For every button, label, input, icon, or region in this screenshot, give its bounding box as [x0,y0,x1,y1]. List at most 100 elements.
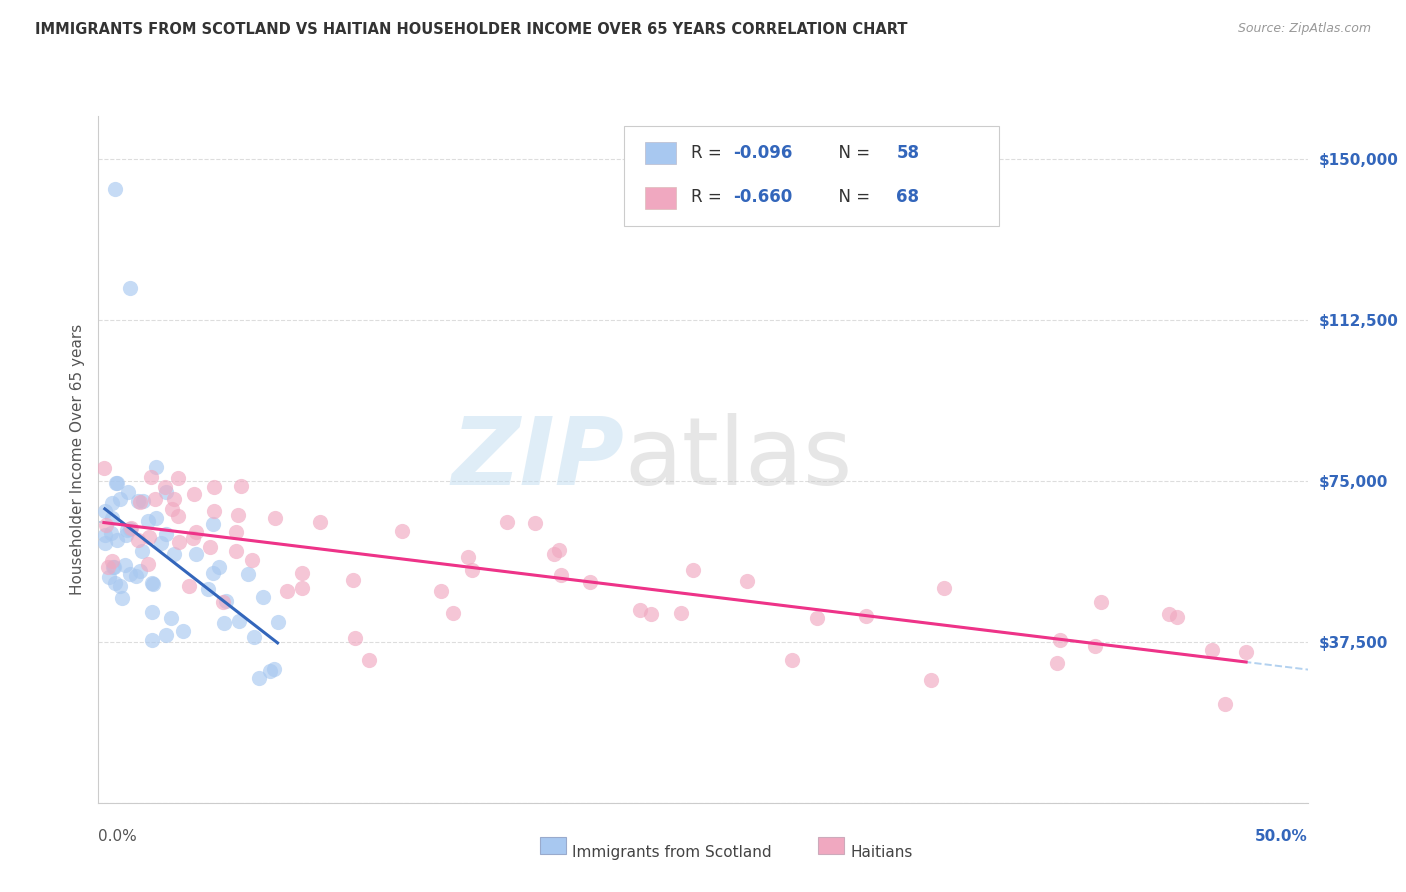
Point [855,609,877,624]
Point [100,526,122,541]
Point [309,515,332,529]
Point [291,581,314,595]
Point [344,631,367,645]
Point [131,544,153,558]
Point [181,532,204,546]
Point [141,576,163,591]
Point [276,583,298,598]
Point [132,493,155,508]
Point [142,577,165,591]
Text: atlas: atlas [624,413,852,506]
Text: 50.0%: 50.0% [1254,829,1308,844]
Point [101,554,124,568]
Text: N =: N = [828,144,875,162]
Bar [818,837,845,855]
Point [579,575,602,590]
Point [669,606,692,620]
Point [226,508,249,522]
Point [145,510,167,524]
Point [202,480,225,494]
Point [163,547,186,561]
Point [640,607,662,621]
Bar [645,142,676,164]
Text: N =: N = [828,188,875,206]
Point [1201,643,1223,657]
Point [97,570,120,584]
Point [110,492,132,507]
Point [101,510,124,524]
Point [342,573,364,587]
Point [291,566,314,580]
Point [104,475,127,490]
Text: R =: R = [690,188,727,206]
Point [197,582,219,596]
Point [1090,595,1112,609]
Point [177,579,200,593]
Point [114,528,136,542]
Point [136,514,159,528]
Point [1157,607,1180,621]
Point [155,527,177,541]
Point [94,527,117,541]
Point [118,522,141,536]
Point [1046,657,1069,671]
Point [94,536,117,550]
Point [198,540,221,554]
Point [202,504,225,518]
Point [94,518,117,533]
Point [155,628,177,642]
Point [215,594,238,608]
Text: Immigrants from Scotland: Immigrants from Scotland [572,846,772,861]
Point [111,591,134,605]
Text: ZIP: ZIP [451,413,624,506]
Point [202,517,225,532]
Point [543,547,565,561]
Point [548,543,571,558]
Point [120,521,142,535]
Point [128,494,150,508]
Point [184,547,207,561]
Point [125,569,148,583]
Point [107,533,129,547]
Point [550,568,572,582]
Point [114,558,136,573]
Point [94,504,117,518]
Point [1049,633,1071,648]
Point [141,632,163,647]
Point [104,182,127,196]
Point [101,560,124,574]
Point [628,603,651,617]
Text: R =: R = [690,144,727,162]
Point [138,529,160,543]
Text: 68: 68 [897,188,920,206]
Point [201,566,224,581]
Point [225,544,247,558]
Point [128,564,150,578]
Point [183,487,205,501]
Point [1084,639,1107,653]
Point [103,560,125,574]
Point [247,671,270,685]
Point [96,560,118,574]
Point [186,525,208,540]
Point [118,567,141,582]
Point [93,461,115,475]
Point [105,475,128,490]
Text: 0.0%: 0.0% [98,829,138,844]
Point [212,595,235,609]
Point [238,567,260,582]
Point [1166,610,1188,624]
Point [104,576,127,591]
Point [101,496,124,510]
Point [266,615,288,629]
Point [166,509,188,524]
Point [430,584,453,599]
Point [457,549,479,564]
Text: -0.096: -0.096 [734,144,793,162]
FancyBboxPatch shape [624,127,1000,226]
Point [806,611,828,625]
Point [141,470,163,484]
Point [160,501,183,516]
Point [252,590,274,604]
Text: Source: ZipAtlas.com: Source: ZipAtlas.com [1237,22,1371,36]
